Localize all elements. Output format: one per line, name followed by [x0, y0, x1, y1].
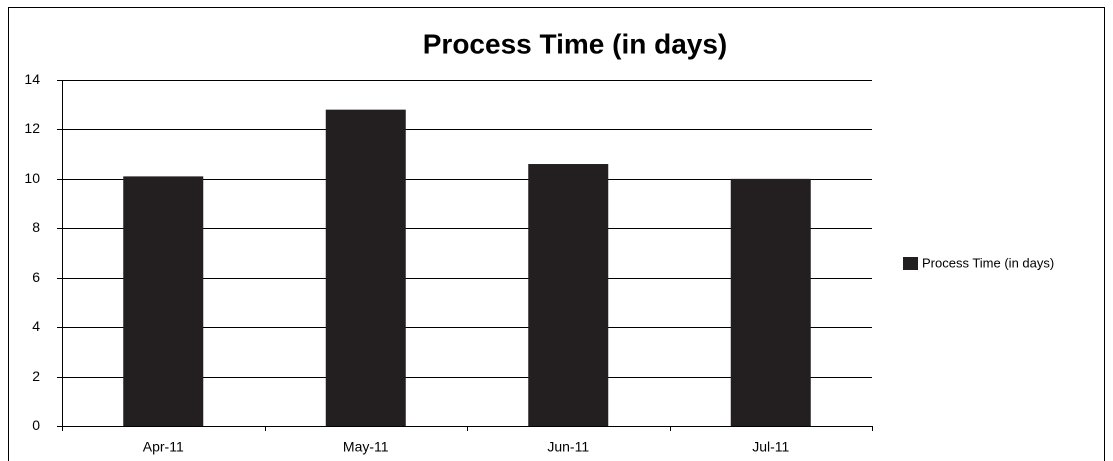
legend-swatch — [903, 257, 918, 270]
bar — [528, 164, 609, 426]
y-tick-label: 14 — [24, 71, 40, 87]
y-tick-label: 0 — [32, 417, 40, 433]
x-tick-label: Jul-11 — [752, 439, 789, 455]
legend-label: Process Time (in days) — [922, 255, 1054, 270]
y-tick-label: 4 — [32, 318, 40, 334]
x-tick-label: Jun-11 — [547, 439, 589, 455]
x-tick-label: May-11 — [343, 439, 389, 455]
y-tick-label: 6 — [32, 269, 40, 285]
bar — [123, 176, 204, 426]
y-tick-label: 10 — [24, 170, 40, 186]
y-tick-label: 2 — [32, 368, 40, 384]
y-tick-label: 12 — [24, 120, 40, 136]
bar — [730, 178, 811, 426]
x-tick-label: Apr-11 — [143, 439, 184, 455]
chart-title: Process Time (in days) — [423, 28, 728, 59]
y-tick-label: 8 — [32, 219, 40, 235]
bar — [325, 109, 406, 427]
